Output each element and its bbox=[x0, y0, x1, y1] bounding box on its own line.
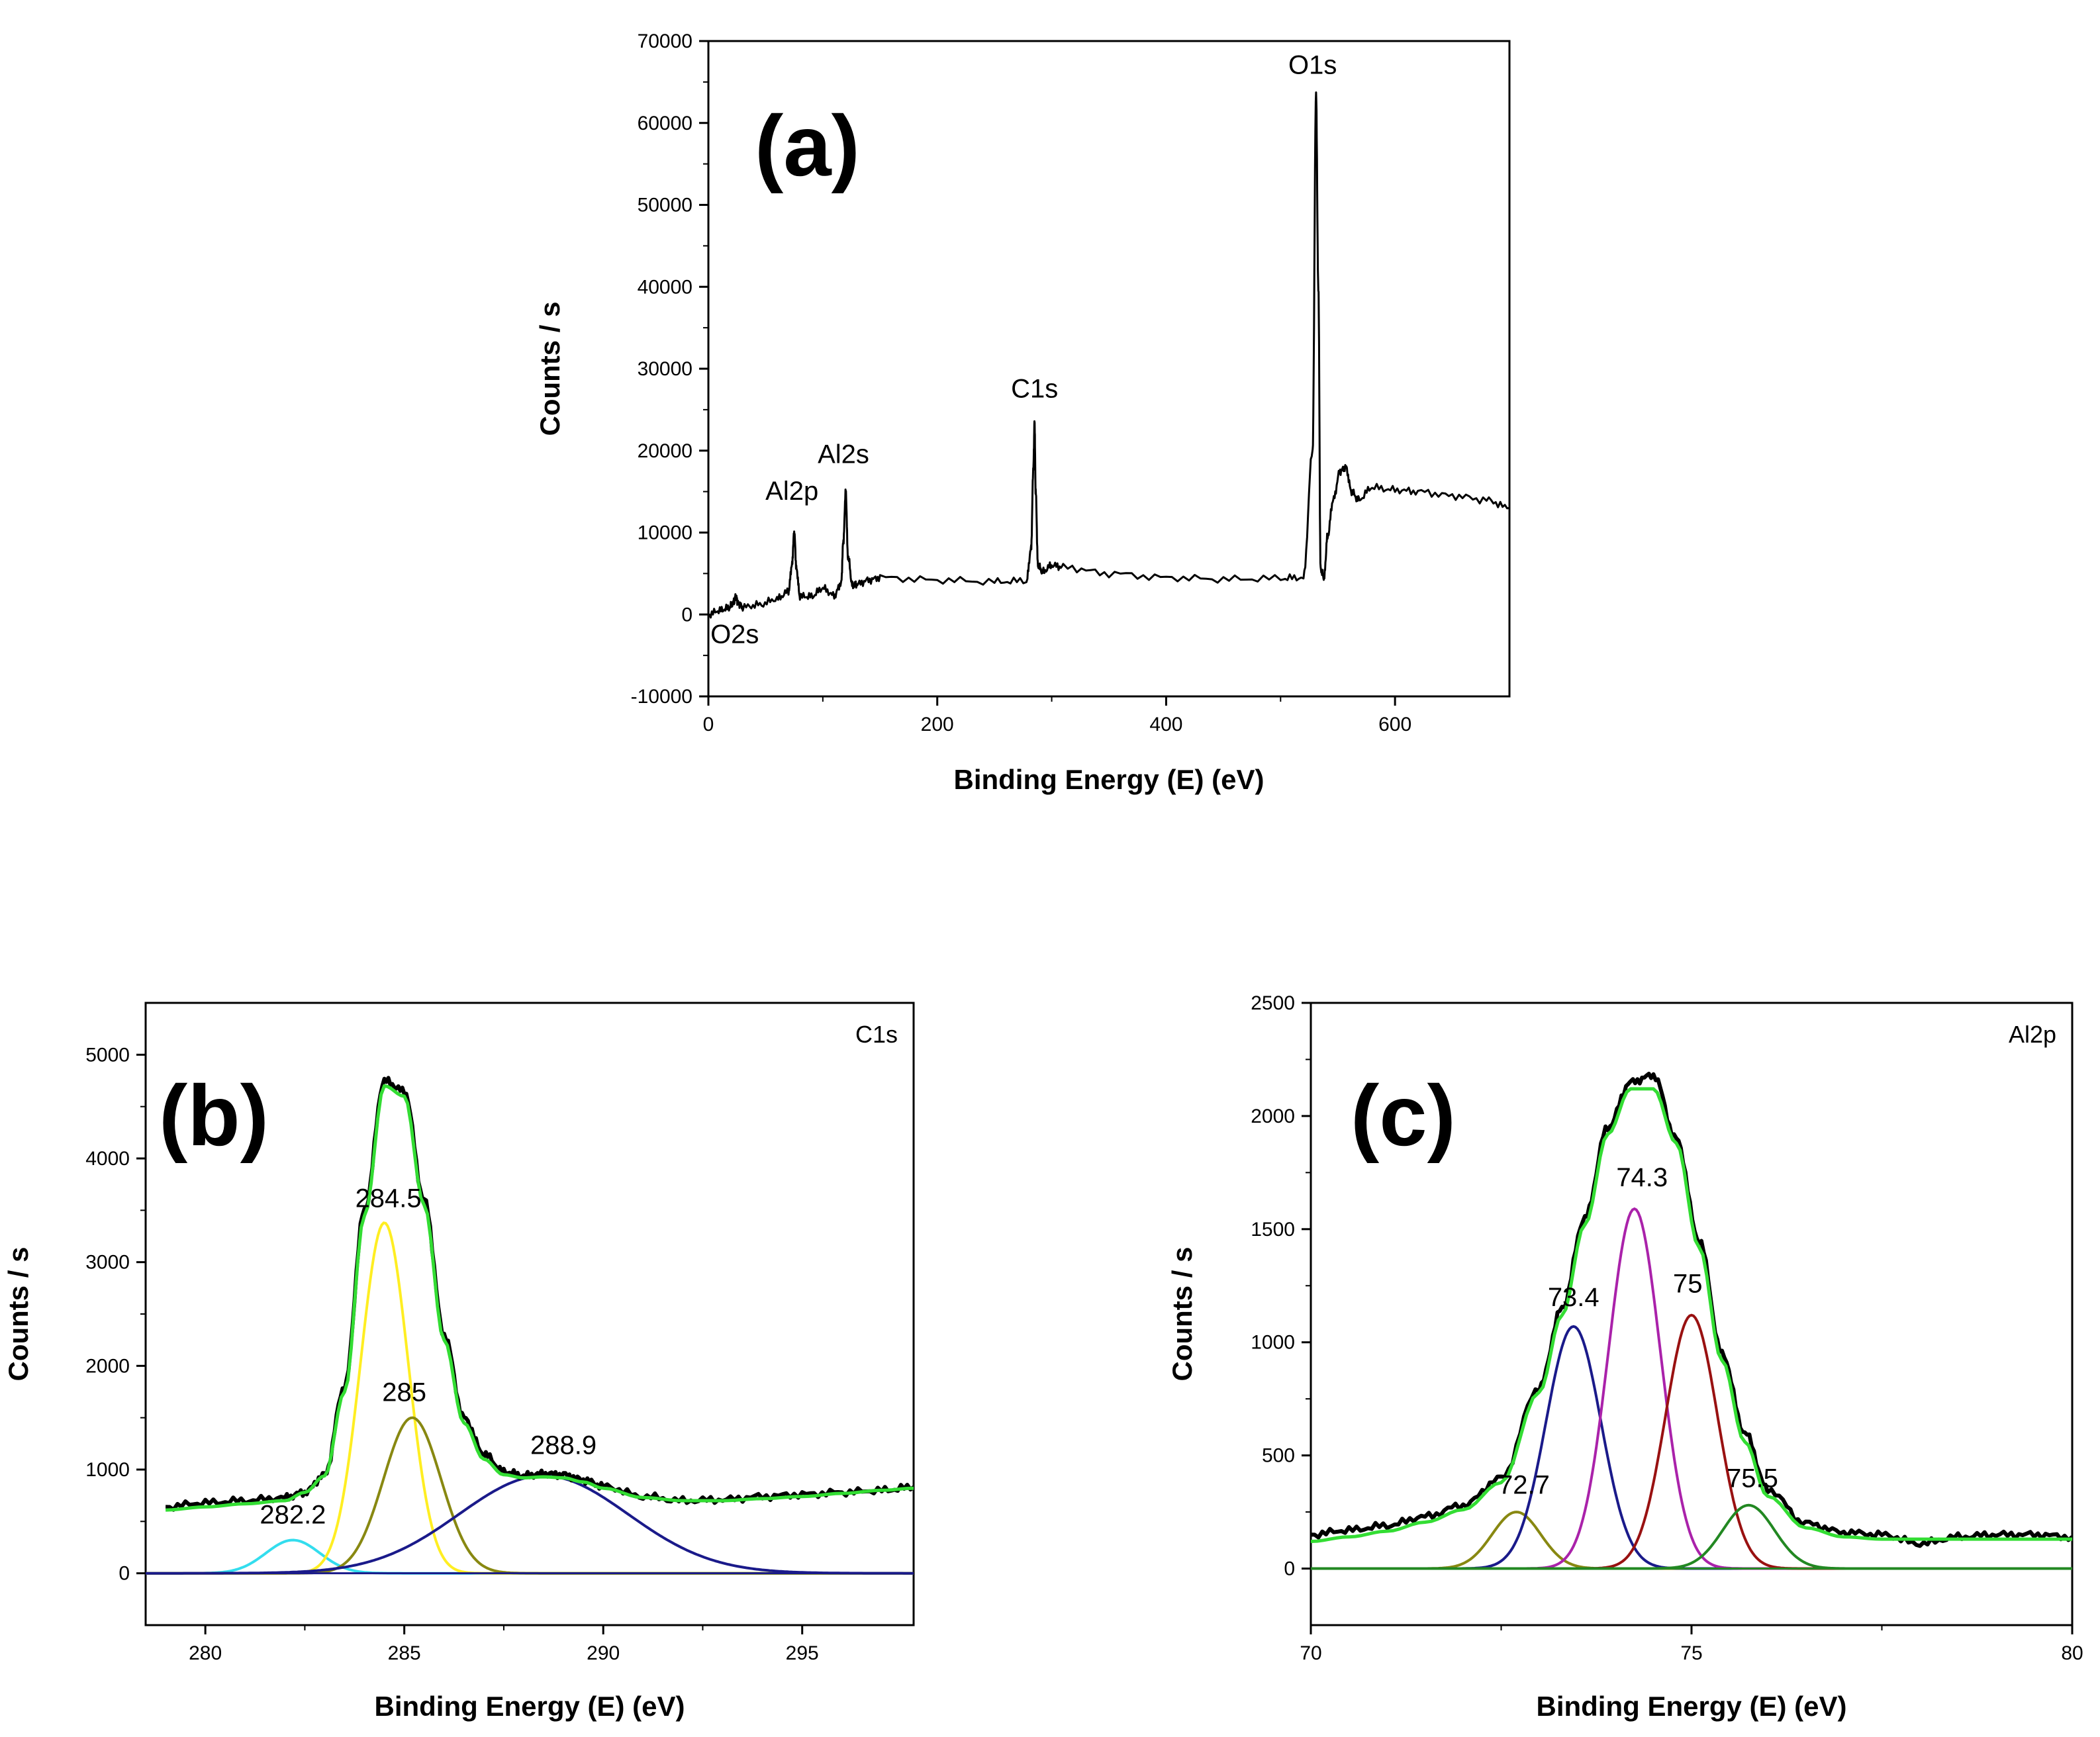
y-tick-label: 1500 bbox=[1251, 1219, 1295, 1241]
peak-label: 74.3 bbox=[1616, 1163, 1668, 1192]
experimental-spectrum bbox=[708, 91, 1509, 619]
x-axis-title: Binding Energy (E) (eV) bbox=[1536, 1691, 1846, 1722]
corner-label: Al2p bbox=[2009, 1021, 2056, 1048]
y-tick-label: 5000 bbox=[85, 1044, 130, 1066]
envelope-fit bbox=[166, 1084, 914, 1512]
x-tick-label: 200 bbox=[921, 714, 954, 735]
y-tick-label: 3000 bbox=[85, 1252, 130, 1274]
peak-label: Al2s bbox=[818, 440, 869, 469]
envelope-fit bbox=[1311, 1087, 2072, 1543]
panel-letter: (c) bbox=[1351, 1067, 1456, 1164]
y-tick-label: 1000 bbox=[1251, 1332, 1295, 1354]
y-tick-label: 0 bbox=[681, 604, 692, 626]
chart-panel-a: 0 200 400 600 -10000 0 10000 20000 30000 40000 500… bbox=[534, 30, 1511, 795]
y-tick-label: 500 bbox=[1262, 1445, 1295, 1467]
peak-label: Al2p bbox=[765, 477, 818, 506]
y-tick-label: 1000 bbox=[85, 1459, 130, 1481]
x-tick-label: 80 bbox=[2061, 1642, 2083, 1664]
y-axis-title: Counts / s bbox=[534, 301, 565, 436]
y-tick-label: 10000 bbox=[638, 522, 692, 544]
peak-label: O2s bbox=[710, 620, 759, 649]
component-peak-282-2 bbox=[146, 1538, 914, 1575]
x-tick-label: 70 bbox=[1300, 1642, 1321, 1664]
peak-label: 285 bbox=[382, 1378, 426, 1407]
peak-label: 284.5 bbox=[356, 1184, 422, 1213]
component-peak-75 bbox=[1311, 1313, 2072, 1570]
panel-letter: (b) bbox=[159, 1067, 269, 1164]
peak-label: 282.2 bbox=[260, 1500, 326, 1529]
y-tick-label: 70000 bbox=[638, 30, 692, 52]
y-tick-label: 4000 bbox=[85, 1148, 130, 1170]
y-axis-title: Counts / s bbox=[3, 1246, 34, 1381]
curves bbox=[146, 1076, 914, 1575]
experimental-spectrum bbox=[1311, 1072, 2072, 1548]
peak-label: 72.7 bbox=[1498, 1471, 1550, 1500]
curves bbox=[1311, 1072, 2072, 1570]
y-tick-label: 40000 bbox=[638, 276, 692, 298]
x-tick-label: 290 bbox=[587, 1642, 620, 1664]
peak-label: O1s bbox=[1288, 51, 1337, 80]
x-tick-label: 400 bbox=[1149, 714, 1182, 735]
peak-label: 288.9 bbox=[530, 1431, 597, 1460]
chart-panel-b: 280 285 290 295 0 1000 2000 3000 4000 5000 Binding… bbox=[3, 1002, 915, 1722]
x-tick-label: 280 bbox=[189, 1642, 222, 1664]
y-tick-label: 20000 bbox=[638, 440, 692, 462]
x-tick-label: 600 bbox=[1378, 714, 1411, 735]
y-tick-label: 2000 bbox=[1251, 1105, 1295, 1127]
y-tick-label: -10000 bbox=[631, 686, 692, 708]
peak-label: 73.4 bbox=[1548, 1283, 1599, 1312]
y-axis-title: Counts / s bbox=[1167, 1246, 1198, 1381]
x-axis-title: Binding Energy (E) (eV) bbox=[374, 1691, 685, 1722]
y-tick-label: 0 bbox=[119, 1563, 130, 1585]
x-tick-label: 75 bbox=[1680, 1642, 1702, 1664]
x-tick-label: 295 bbox=[786, 1642, 819, 1664]
y-tick-label: 2500 bbox=[1251, 992, 1295, 1014]
peak-label: 75 bbox=[1673, 1270, 1703, 1299]
x-tick-label: 285 bbox=[388, 1642, 421, 1664]
peak-label: C1s bbox=[1011, 374, 1058, 403]
y-tick-label: 50000 bbox=[638, 195, 692, 216]
y-tick-label: 30000 bbox=[638, 358, 692, 380]
peak-label: 75.5 bbox=[1727, 1464, 1778, 1493]
x-axis-title: Binding Energy (E) (eV) bbox=[953, 764, 1264, 795]
panel-letter: (a) bbox=[755, 97, 860, 194]
y-tick-label: 0 bbox=[1284, 1558, 1295, 1580]
y-tick-label: 2000 bbox=[85, 1355, 130, 1377]
chart-panel-c: 70 75 80 0 500 1000 1500 2000 2500 Binding Energy… bbox=[1167, 992, 2083, 1722]
curves bbox=[708, 91, 1509, 619]
corner-label: C1s bbox=[855, 1021, 898, 1048]
x-tick-label: 0 bbox=[703, 714, 714, 735]
y-tick-label: 60000 bbox=[638, 113, 692, 134]
